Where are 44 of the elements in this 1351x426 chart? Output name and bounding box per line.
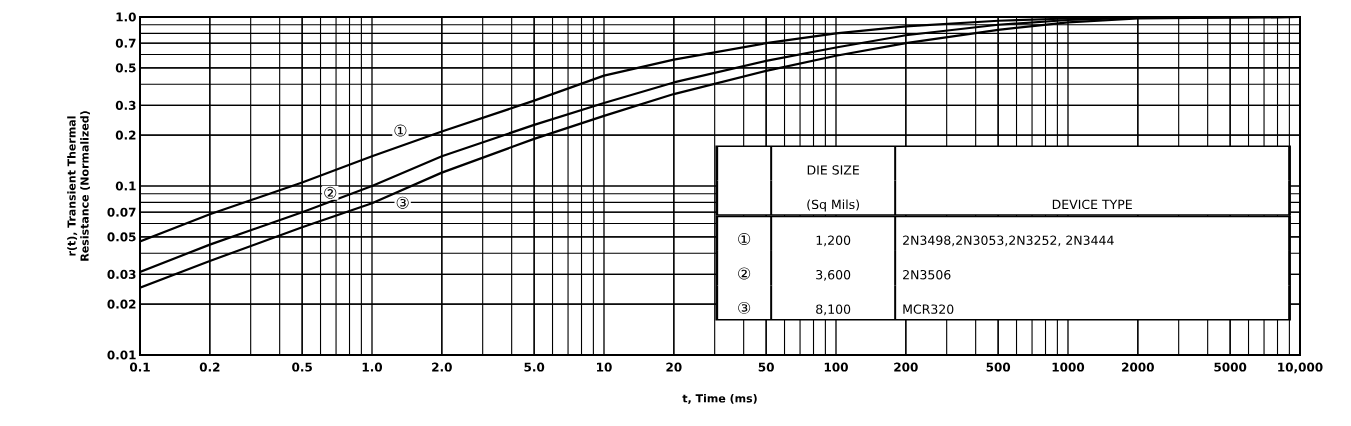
x-tick-label: 20 — [666, 362, 682, 372]
y-tick-label: 0.5 — [115, 63, 136, 73]
y-tick-label: 1.0 — [116, 12, 136, 22]
x-tick-label: 500 — [986, 362, 1011, 372]
x-tick-label: 5.0 — [524, 362, 545, 372]
annotation: 1,200 — [816, 235, 851, 247]
annotation: 3,600 — [816, 269, 851, 281]
y-tick-label: 0.01 — [107, 350, 136, 360]
x-tick-label: 1000 — [1052, 362, 1085, 372]
annotation: DEVICE TYPE — [1052, 199, 1132, 210]
y-tick-label: 0.07 — [107, 207, 136, 217]
annotation: ① — [738, 233, 751, 246]
x-tick-label: 50 — [758, 362, 774, 372]
x-tick-label: 10,000 — [1278, 362, 1323, 374]
x-tick-label: 100 — [824, 362, 848, 372]
y-axis-title: r(t), Transient Thermal Resistance (Normalized) — [67, 111, 90, 261]
annotation: 2N3506 — [903, 269, 951, 280]
series-label: ② — [324, 186, 337, 199]
x-tick-label: 200 — [894, 362, 918, 372]
annotation: MCR320 — [903, 304, 954, 314]
x-tick-label: 10 — [597, 362, 612, 372]
x-tick-label: 0.1 — [129, 362, 150, 372]
annotation: DIE SIZE — [807, 165, 859, 175]
x-tick-label: 2000 — [1122, 362, 1154, 372]
y-tick-label: 0.2 — [115, 130, 136, 140]
y-tick-label: 0.05 — [107, 232, 136, 242]
annotation: ② — [738, 267, 751, 280]
series-label: ① — [394, 124, 407, 137]
x-tick-label: 5000 — [1214, 362, 1247, 372]
y-tick-label: 0.1 — [115, 181, 136, 191]
annotation: 8,100 — [816, 304, 851, 316]
series-label: ③ — [396, 196, 409, 209]
y-tick-label: 0.7 — [115, 38, 136, 48]
annotation: 2N3498,2N3053,2N3252, 2N3444 — [903, 235, 1114, 247]
annotation: ③ — [738, 301, 751, 314]
y-tick-label: 0.02 — [107, 299, 136, 309]
x-tick-label: 2.0 — [432, 362, 452, 372]
y-tick-label: 0.03 — [107, 269, 136, 279]
y-tick-label: 0.3 — [115, 100, 136, 110]
x-tick-label: 1.0 — [362, 362, 383, 372]
x-axis-title: t, Time (ms) — [682, 394, 757, 404]
x-tick-label: 0.5 — [292, 362, 312, 372]
annotation: (Sq Mils) — [807, 199, 859, 212]
x-tick-label: 0.2 — [199, 362, 220, 372]
